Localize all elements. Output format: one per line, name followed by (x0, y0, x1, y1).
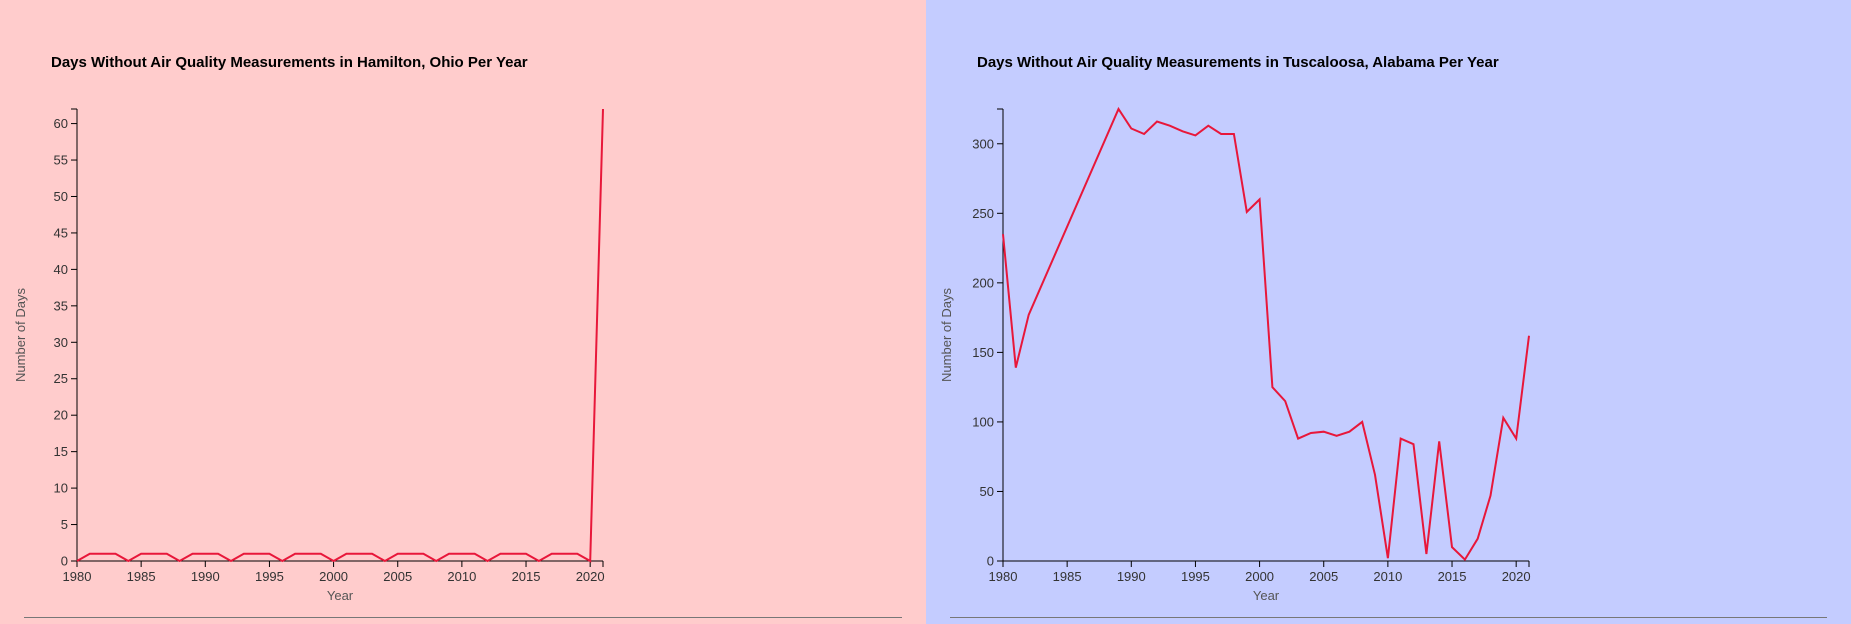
y-tick-label: 5 (61, 517, 68, 532)
chart-title: Days Without Air Quality Measurements in… (977, 54, 1499, 71)
x-tick-label: 2005 (1309, 569, 1338, 584)
x-tick-label: 2010 (447, 569, 476, 584)
x-tick-label: 2005 (383, 569, 412, 584)
x-tick-label: 2015 (1438, 569, 1467, 584)
x-tick-label: 2015 (512, 569, 541, 584)
y-tick-label: 15 (54, 444, 68, 459)
series-line (1002, 106, 1530, 562)
series-line (76, 108, 604, 563)
x-axis-label: Year (1253, 588, 1280, 603)
x-tick-label: 2000 (1245, 569, 1274, 584)
y-tick-label: 35 (54, 298, 68, 313)
y-tick-label: 45 (54, 225, 68, 240)
y-tick-label: 0 (61, 554, 68, 569)
x-tick-label: 1990 (191, 569, 220, 584)
y-tick-label: 30 (54, 335, 68, 350)
y-tick-label: 10 (54, 481, 68, 496)
x-tick-label: 2020 (576, 569, 605, 584)
divider-line (950, 617, 1827, 618)
x-tick-label: 1995 (255, 569, 284, 584)
y-tick-label: 300 (972, 136, 994, 151)
divider-line (24, 617, 902, 618)
x-tick-label: 1995 (1181, 569, 1210, 584)
x-tick-label: 1990 (1117, 569, 1146, 584)
y-tick-label: 25 (54, 371, 68, 386)
y-tick-label: 100 (972, 414, 994, 429)
hamilton-chart-panel: Days Without Air Quality Measurements in… (0, 0, 926, 624)
x-tick-label: 1980 (63, 569, 92, 584)
x-tick-label: 2020 (1502, 569, 1531, 584)
x-tick-label: 2010 (1373, 569, 1402, 584)
y-tick-label: 200 (972, 275, 994, 290)
x-axis-label: Year (327, 588, 354, 603)
y-tick-label: 60 (54, 116, 68, 131)
x-tick-label: 1980 (989, 569, 1018, 584)
y-tick-label: 20 (54, 408, 68, 423)
y-tick-label: 55 (54, 153, 68, 168)
y-tick-label: 250 (972, 206, 994, 221)
chart-title: Days Without Air Quality Measurements in… (51, 54, 528, 71)
tuscaloosa-chart-panel: Days Without Air Quality Measurements in… (926, 0, 1851, 624)
y-tick-label: 50 (980, 484, 994, 499)
y-tick-label: 150 (972, 345, 994, 360)
x-tick-label: 1985 (127, 569, 156, 584)
y-tick-label: 40 (54, 262, 68, 277)
y-axis-label: Number of Days (939, 288, 954, 382)
tuscaloosa-line-chart: 0 50 100 150 200 250 300 1980 1985 1990 1995 2000 20… (939, 106, 1531, 603)
x-tick-label: 2000 (319, 569, 348, 584)
y-tick-label: 0 (987, 554, 994, 569)
y-tick-label: 50 (54, 189, 68, 204)
hamilton-line-chart: 0 5 10 15 20 25 30 35 40 45 50 55 60 1980 1985 1990 1995… (13, 108, 605, 603)
y-axis-label: Number of Days (13, 288, 28, 382)
x-tick-label: 1985 (1053, 569, 1082, 584)
